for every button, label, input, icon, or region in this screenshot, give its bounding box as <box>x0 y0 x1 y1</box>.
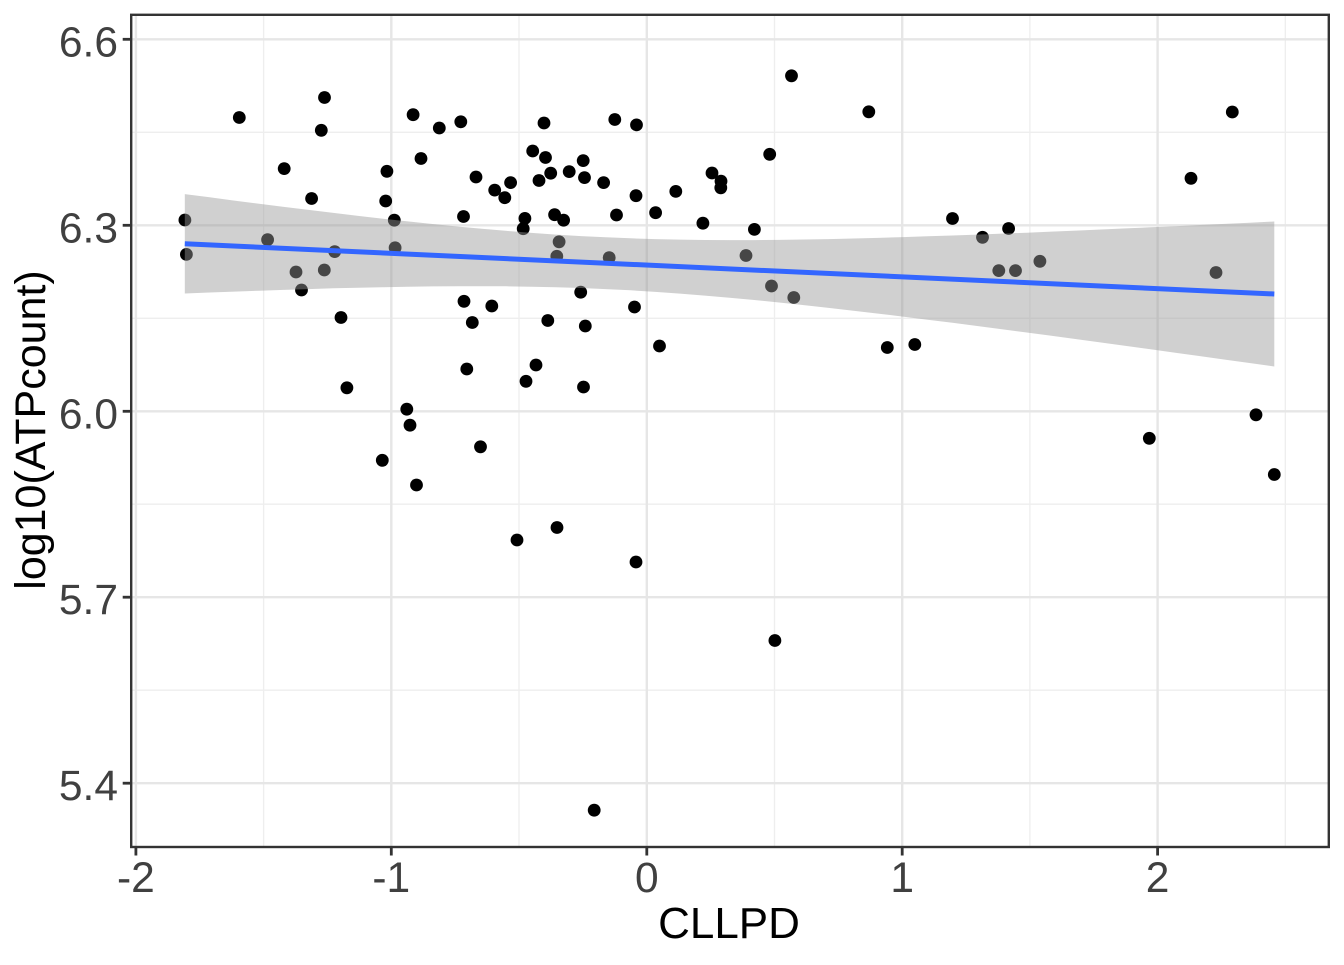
svg-text:1: 1 <box>890 855 914 902</box>
svg-text:-1: -1 <box>372 855 410 902</box>
svg-text:6.6: 6.6 <box>59 19 118 66</box>
svg-text:6.3: 6.3 <box>59 205 118 252</box>
svg-text:-2: -2 <box>117 855 155 902</box>
svg-text:6.0: 6.0 <box>59 391 118 438</box>
svg-text:0: 0 <box>635 855 659 902</box>
svg-text:log10(ATPcount): log10(ATPcount) <box>7 270 55 589</box>
svg-text:5.7: 5.7 <box>59 577 118 624</box>
svg-text:CLLPD: CLLPD <box>658 899 800 948</box>
svg-text:2: 2 <box>1146 855 1170 902</box>
svg-text:5.4: 5.4 <box>59 763 118 810</box>
